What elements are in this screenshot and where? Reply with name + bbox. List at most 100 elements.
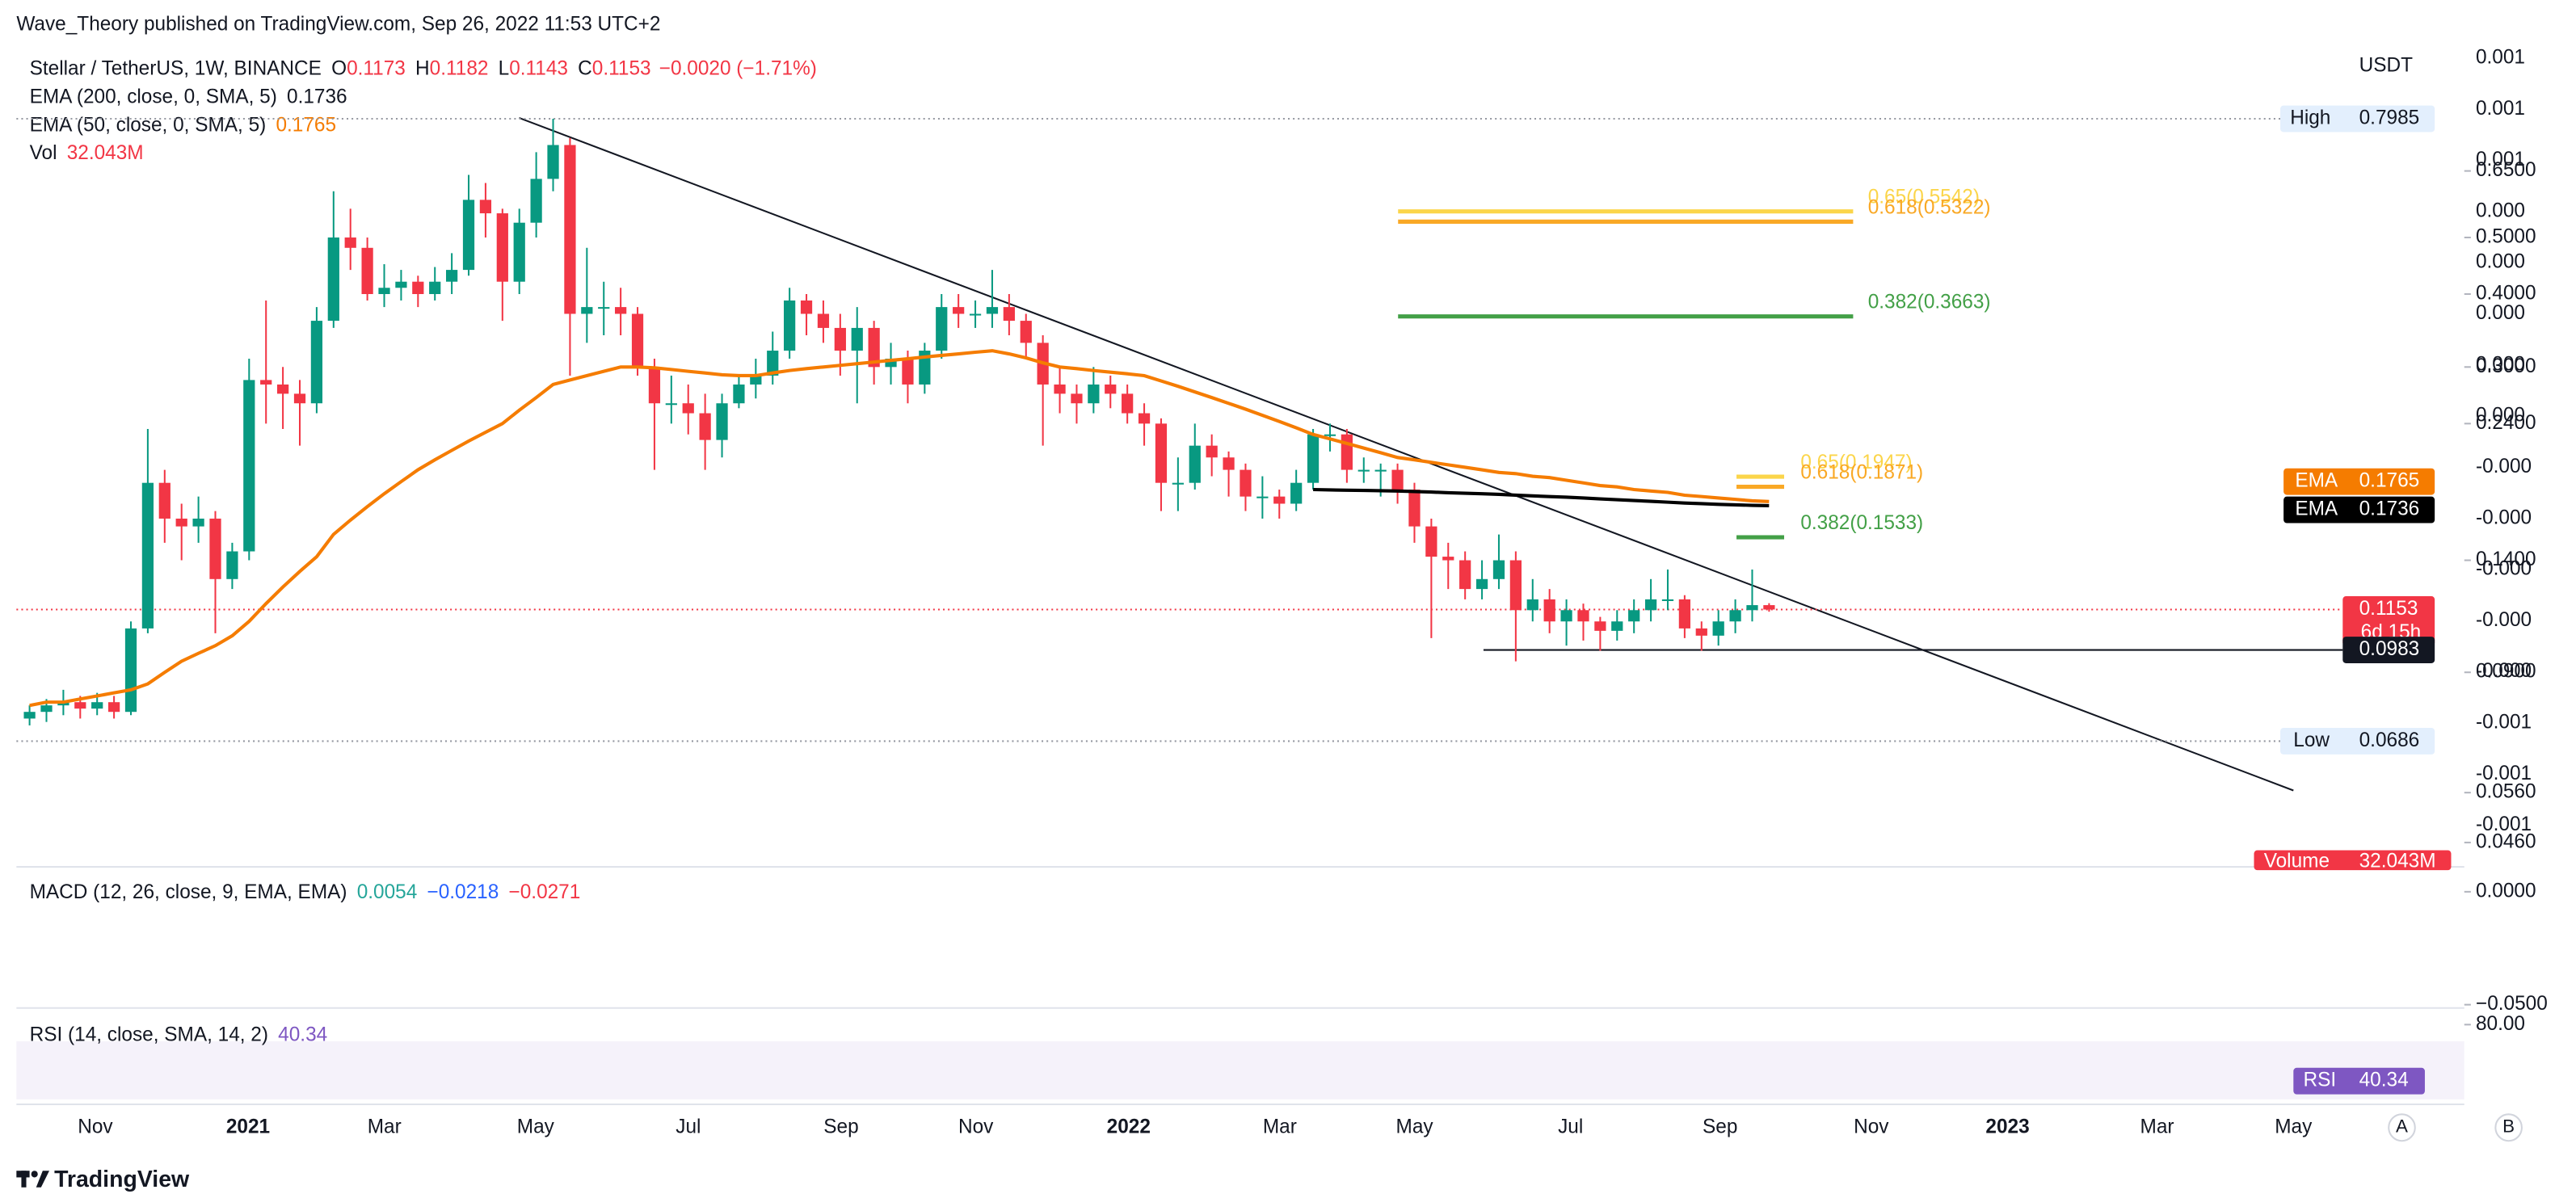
overlap-label: -0.000 bbox=[2476, 456, 2532, 477]
overlap-label: -0.000 bbox=[2476, 557, 2532, 579]
candle-body bbox=[1459, 560, 1471, 590]
trendline bbox=[519, 116, 2294, 792]
candle-body bbox=[767, 351, 779, 376]
candle-body bbox=[1611, 621, 1623, 631]
candle-body bbox=[1088, 384, 1100, 404]
candle-body bbox=[1307, 434, 1320, 483]
candle-body bbox=[1155, 423, 1168, 483]
legend-item: 0.1143 bbox=[509, 58, 568, 80]
badge-label: EMA bbox=[2295, 498, 2338, 519]
x-tick-label: May bbox=[1396, 1116, 1434, 1137]
overlap-label: 0.001 bbox=[2476, 46, 2525, 68]
ema200-line bbox=[1313, 487, 1770, 507]
candle-body bbox=[1425, 526, 1437, 557]
legend-row: MACD (12, 26, close, 9, EMA, EMA) 0.0054−… bbox=[30, 881, 581, 903]
y-tick-label: 0.0560 bbox=[2476, 781, 2536, 803]
logo bbox=[16, 1171, 49, 1188]
ema-badge bbox=[2283, 468, 2435, 495]
candle-body bbox=[885, 359, 897, 368]
scale-button[interactable] bbox=[2494, 1113, 2523, 1142]
overlap-label: 0.000 bbox=[2476, 405, 2525, 427]
fib-label: 0.65(0.5542) bbox=[1868, 187, 1980, 208]
candle-body bbox=[1594, 621, 1606, 631]
candle-body bbox=[1763, 605, 1775, 610]
legend-item: EMA (200, close, 0, SMA, 5) bbox=[30, 86, 277, 108]
y-tick-label: 0.0900 bbox=[2476, 661, 2536, 683]
overlap-label: 0.000 bbox=[2476, 302, 2525, 324]
candle-body bbox=[310, 321, 323, 404]
candle-body bbox=[1628, 610, 1640, 622]
overlap-label: -0.000 bbox=[2476, 660, 2532, 682]
legend-item: O bbox=[331, 58, 347, 80]
legend-item: −0.0271 bbox=[509, 881, 581, 903]
badge-value: 0.1765 bbox=[2359, 470, 2420, 492]
candle-body bbox=[395, 281, 407, 288]
candle-body bbox=[243, 380, 255, 552]
candle-body bbox=[141, 482, 154, 629]
candle-body bbox=[124, 628, 137, 713]
legend-item: 0.1736 bbox=[287, 86, 347, 108]
candle-body bbox=[496, 213, 508, 282]
legend-item: 0.1182 bbox=[430, 58, 489, 80]
x-tick-label: 2023 bbox=[1985, 1116, 2029, 1137]
candle-body bbox=[1223, 457, 1235, 470]
candle-body bbox=[682, 403, 694, 414]
candle-body bbox=[1071, 393, 1083, 404]
overlap-label: 0.000 bbox=[2476, 200, 2525, 221]
overlap-label: 0.000 bbox=[2476, 353, 2525, 375]
candle-body bbox=[226, 551, 238, 579]
overlap-label: 0.001 bbox=[2476, 98, 2525, 120]
candle-body bbox=[412, 281, 424, 295]
fib-label: 0.382(0.3663) bbox=[1868, 292, 1991, 313]
candle-body bbox=[1020, 321, 1032, 343]
x-tick-label: Mar bbox=[2140, 1116, 2174, 1137]
candle-body bbox=[1341, 434, 1353, 470]
candle-body bbox=[1408, 490, 1421, 527]
candle-body bbox=[327, 237, 339, 322]
candle-body bbox=[648, 367, 661, 404]
badge-value: 40.34 bbox=[2359, 1070, 2409, 1091]
y-tick-label: 0.6500 bbox=[2476, 159, 2536, 181]
overlap-label: -0.001 bbox=[2476, 814, 2532, 835]
x-tick-label: 2022 bbox=[1107, 1116, 1151, 1137]
candle-body bbox=[699, 413, 711, 440]
candle-body bbox=[1560, 610, 1572, 622]
candle-body bbox=[800, 300, 813, 314]
candle-body bbox=[986, 307, 999, 314]
candle-body bbox=[74, 702, 86, 709]
volume-badge bbox=[2254, 850, 2452, 871]
ema-badge bbox=[2283, 496, 2435, 523]
x-tick-label: May bbox=[517, 1116, 555, 1137]
legend-item: −0.0218 bbox=[427, 881, 499, 903]
legend-item: H bbox=[415, 58, 430, 80]
overlap-label: -0.001 bbox=[2476, 763, 2532, 784]
legend-item: 0.1765 bbox=[276, 115, 336, 137]
candle-body bbox=[1577, 610, 1589, 622]
candle-body bbox=[750, 375, 762, 385]
legend-item: 0.0054 bbox=[357, 881, 418, 903]
x-tick-label: Jul bbox=[676, 1116, 701, 1137]
candle-body bbox=[91, 702, 103, 709]
x-tick-label: Sep bbox=[823, 1116, 858, 1137]
candle-body bbox=[260, 380, 272, 385]
legend-item: Stellar / TetherUS, 1W, BINANCE bbox=[30, 58, 322, 80]
badge-value: 0.0686 bbox=[2359, 729, 2420, 751]
candle-body bbox=[1509, 560, 1522, 611]
low-badge bbox=[2280, 728, 2435, 755]
badge-value: 0.1153 bbox=[2359, 598, 2418, 620]
legend-item: 40.34 bbox=[278, 1024, 327, 1046]
candle-body bbox=[564, 145, 576, 314]
candle-body bbox=[1189, 445, 1201, 483]
scale-button-label: A bbox=[2396, 1116, 2408, 1137]
rsi-tick-label: 80.00 bbox=[2476, 1013, 2525, 1035]
candle-body bbox=[192, 518, 204, 527]
scale-button[interactable] bbox=[2388, 1113, 2416, 1142]
candle-body bbox=[1661, 599, 1674, 601]
candle-body bbox=[1256, 496, 1269, 498]
legend-row: RSI (14, close, SMA, 14, 2) 40.34 bbox=[30, 1024, 328, 1046]
candle-body bbox=[40, 705, 53, 713]
candle-body bbox=[1746, 605, 1758, 611]
badge-value: 0.0983 bbox=[2359, 638, 2420, 660]
candle-body bbox=[1172, 482, 1184, 485]
